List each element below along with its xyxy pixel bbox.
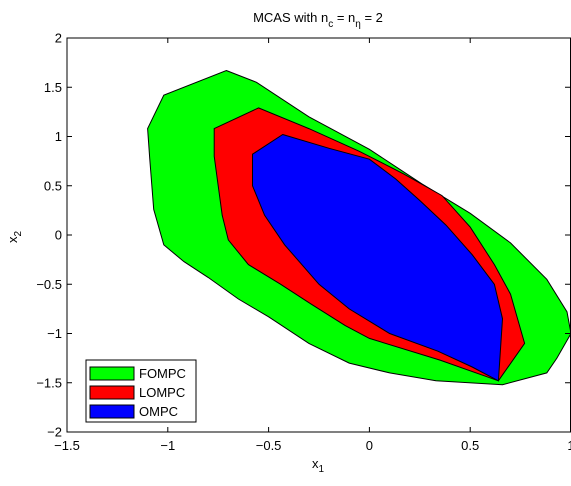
axes-layer: −1.5−1−0.500.51−2−1.5−1−0.500.511.52 <box>36 31 571 453</box>
x-tick-label: −1 <box>160 438 175 453</box>
y-axis-label-main: x <box>5 236 20 243</box>
y-tick-label: 1 <box>55 129 62 144</box>
chart-title-eq2: = 2 <box>361 10 383 25</box>
legend-swatch-fompc <box>89 366 135 381</box>
x-axis-label-sub: 1 <box>318 464 324 475</box>
y-axis-label: x2 <box>5 231 24 244</box>
x-axis-label: x1 <box>312 456 325 475</box>
y-tick-label: 0 <box>55 228 62 243</box>
y-tick-label: −1.5 <box>36 375 62 390</box>
y-tick-label: 2 <box>55 31 62 46</box>
x-tick-label: 0 <box>366 438 373 453</box>
chart-title-eq1: = n <box>333 10 355 25</box>
legend-swatch-lompc <box>89 385 135 400</box>
y-axis-label-sub: 2 <box>13 231 24 237</box>
x-tick-label: −1.5 <box>54 438 80 453</box>
y-tick-label: −2 <box>47 425 62 440</box>
legend-label-fompc: FOMPC <box>139 366 186 381</box>
x-tick-label: 0.5 <box>461 438 479 453</box>
chart-title-sub-eta: η <box>355 19 361 30</box>
y-tick-label: 0.5 <box>44 178 62 193</box>
y-tick-label: −1 <box>47 326 62 341</box>
x-tick-label: 1 <box>567 438 571 453</box>
y-tick-label: 1.5 <box>44 80 62 95</box>
legend-swatch-ompc <box>89 404 135 419</box>
x-tick-label: −0.5 <box>256 438 282 453</box>
legend-label-ompc: OMPC <box>139 404 178 419</box>
chart-title-sub-c: c <box>328 19 333 30</box>
plot-layer <box>147 69 571 386</box>
x-axis-label-main: x <box>312 456 319 471</box>
legend: FOMPC LOMPC OMPC <box>85 359 197 423</box>
chart-title-main: MCAS with n <box>253 10 328 25</box>
region-ompc <box>252 133 504 382</box>
y-tick-label: −0.5 <box>36 277 62 292</box>
legend-label-lompc: LOMPC <box>139 385 185 400</box>
chart-title: MCAS with nc = nη = 2 <box>253 10 383 30</box>
